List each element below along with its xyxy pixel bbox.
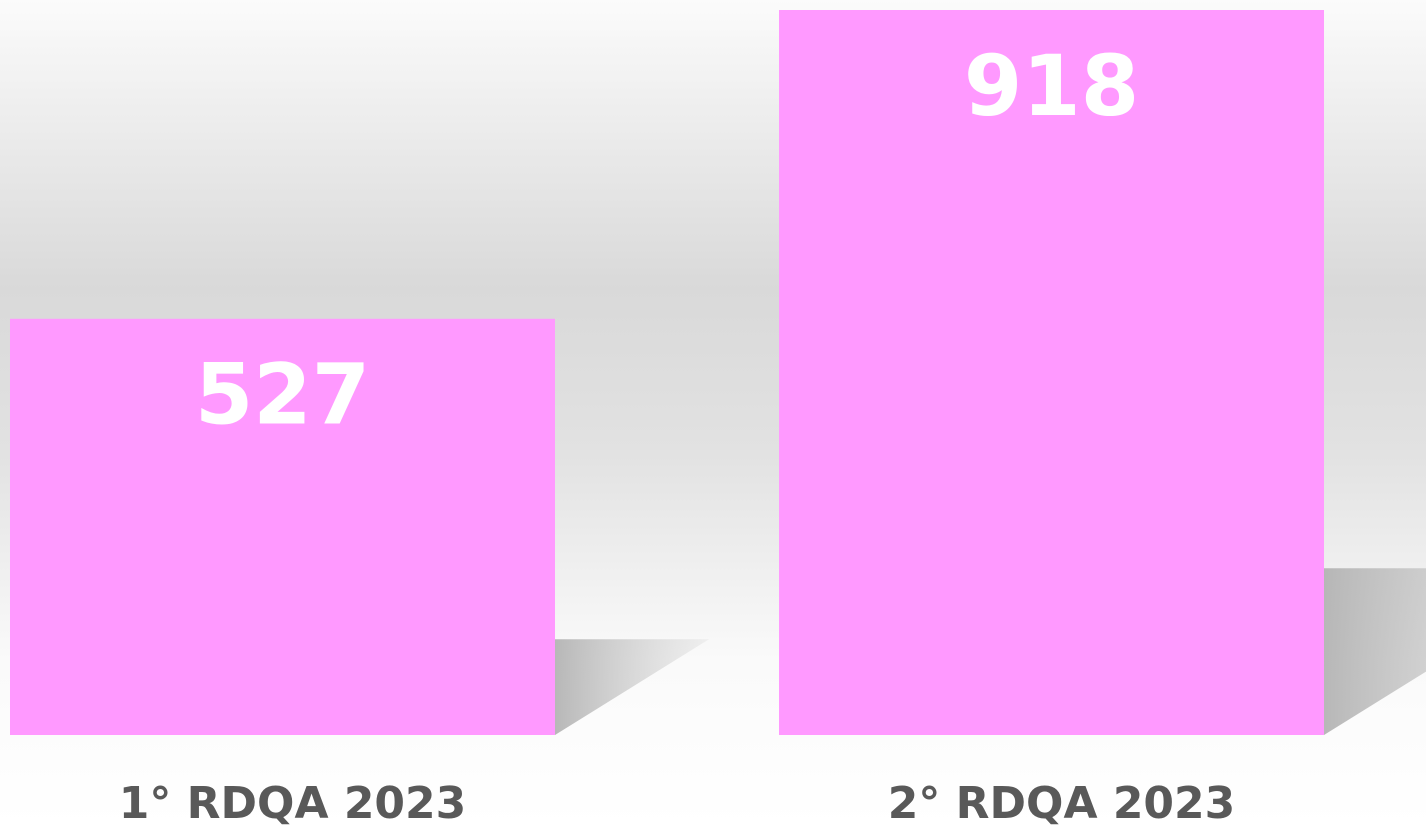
x-tick-label: 1° RDQA 2023 [119, 778, 467, 826]
bar [10, 318, 555, 735]
bar-shadow [555, 639, 709, 735]
value-label: 527 [195, 346, 370, 444]
bar [779, 10, 1324, 735]
value-label: 918 [964, 37, 1139, 135]
x-tick-label: 2° RDQA 2023 [888, 778, 1236, 826]
bar-shadow [1324, 568, 1426, 735]
